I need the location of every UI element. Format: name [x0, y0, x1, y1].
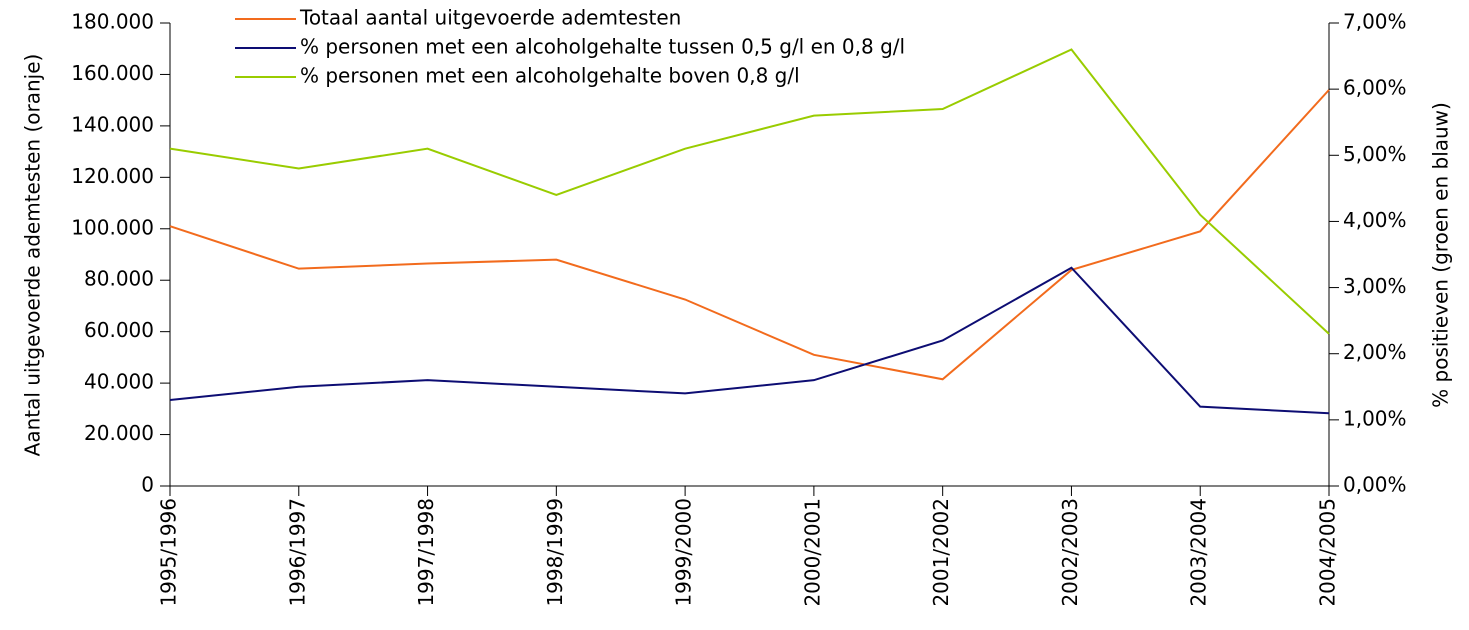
x-tick-label: 1998/1999 [543, 498, 567, 607]
x-tick-label: 2003/2004 [1187, 498, 1211, 607]
y2-tick-label: 0,00% [1343, 473, 1407, 497]
y2-tick-label: 1,00% [1343, 406, 1407, 430]
y2-tick-label: 7,00% [1343, 10, 1407, 34]
y-tick-label: 120.000 [71, 164, 154, 188]
y-tick-label: 180.000 [71, 10, 154, 34]
y-tick-label: 160.000 [71, 61, 154, 85]
series-line [169, 89, 1330, 381]
x-tick-label: 1997/1998 [414, 498, 438, 607]
y-tick-label: 20.000 [84, 421, 154, 445]
y2-tick-label: 6,00% [1343, 76, 1407, 100]
legend-label: Totaal aantal uitgevoerde ademtesten [299, 6, 681, 30]
x-tick-label: 1999/2000 [672, 498, 696, 607]
x-tick-label: 1996/1997 [285, 498, 309, 607]
y-tick-label: 80.000 [84, 267, 154, 291]
y-tick-label: 60.000 [84, 318, 154, 342]
legend-label: % personen met een alcoholgehalte tussen… [300, 35, 905, 59]
y2-axis-label: % positieven (groen en blauw) [1429, 102, 1453, 408]
y2-tick-label: 3,00% [1343, 274, 1407, 298]
x-tick-label: 2004/2005 [1316, 498, 1340, 607]
y2-tick-label: 4,00% [1343, 208, 1407, 232]
y-tick-label: 0 [141, 473, 154, 497]
y2-tick-label: 2,00% [1343, 340, 1407, 364]
series-line [169, 48, 1330, 335]
y-tick-label: 40.000 [84, 370, 154, 394]
series-line [169, 266, 1330, 415]
y-axis-label: Aantal uitgevoerde ademtesten (oranje) [21, 54, 45, 457]
x-tick-label: 2000/2001 [800, 498, 824, 607]
x-tick-label: 2002/2003 [1058, 498, 1082, 607]
legend-label: % personen met een alcoholgehalte boven … [300, 64, 800, 88]
y-tick-label: 100.000 [71, 215, 154, 239]
x-tick-label: 2001/2002 [929, 498, 953, 607]
y2-tick-label: 5,00% [1343, 142, 1407, 166]
x-tick-label: 1995/1996 [157, 498, 181, 607]
y-tick-label: 140.000 [71, 112, 154, 136]
